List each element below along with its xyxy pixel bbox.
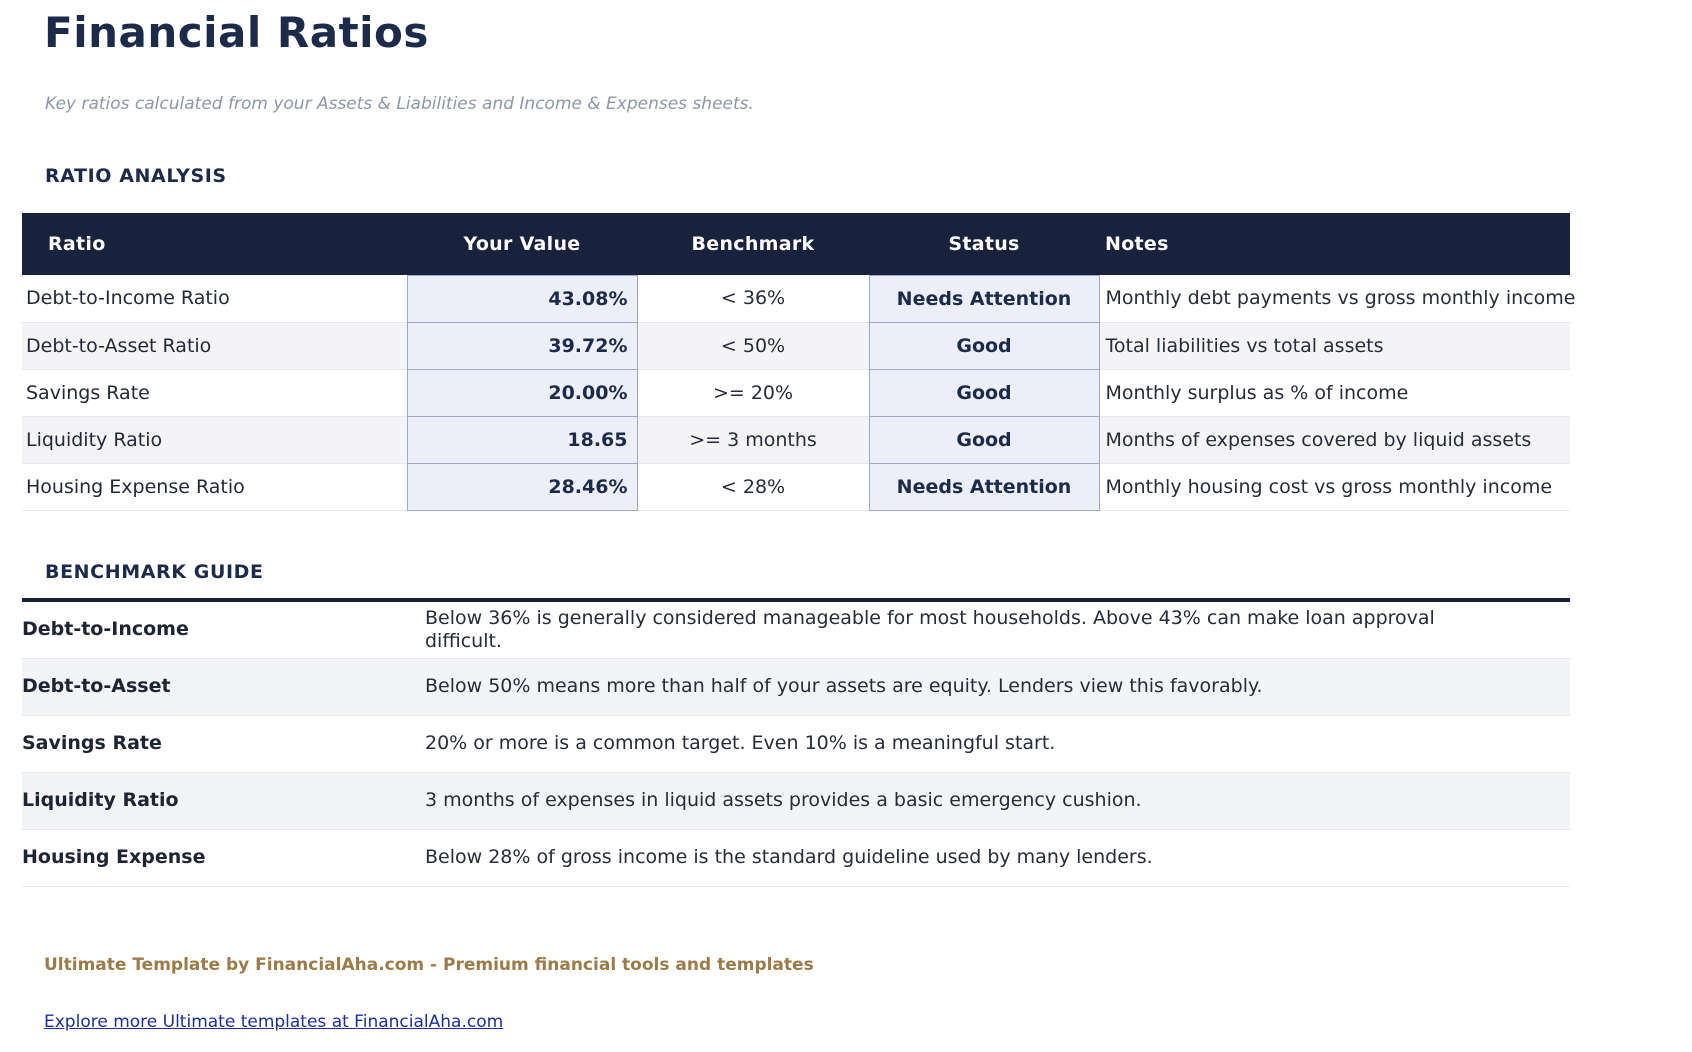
table-row: Liquidity Ratio 18.65 >= 3 months Good M… (22, 415, 1570, 464)
guide-row: Debt-to-Income Below 36% is generally co… (22, 602, 1570, 659)
guide-term-label: Debt-to-Asset (22, 675, 171, 697)
guide-description: 20% or more is a common target. Even 10%… (425, 732, 1056, 754)
ratio-name-cell: Debt-to-Income Ratio (26, 287, 230, 310)
column-header-status: Status (869, 213, 1099, 275)
table-row: Savings Rate 20.00% >= 20% Good Monthly … (22, 368, 1570, 417)
benchmark-cell: >= 20% (712, 381, 794, 404)
ratio-name-cell: Savings Rate (26, 381, 150, 404)
guide-term-label: Liquidity Ratio (22, 789, 179, 811)
guide-description: Below 50% means more than half of your a… (425, 675, 1263, 697)
benchmark-guide: Debt-to-Income Below 36% is generally co… (22, 597, 1570, 887)
financial-ratios-page: Financial Ratios Key ratios calculated f… (0, 8, 1692, 1052)
notes-cell: Monthly surplus as % of income (1105, 381, 1409, 404)
notes-cell: Total liabilities vs total assets (1105, 334, 1384, 357)
column-header-ratio: Ratio (22, 213, 407, 275)
guide-term-label: Savings Rate (22, 732, 162, 754)
status-badge: Good (868, 321, 1100, 370)
footer-explore-link[interactable]: Explore more Ultimate templates at Finan… (44, 1011, 504, 1032)
guide-row: Liquidity Ratio 3 months of expenses in … (22, 772, 1570, 830)
guide-description: 3 months of expenses in liquid assets pr… (425, 789, 1142, 811)
notes-cell: Monthly debt payments vs gross monthly i… (1105, 287, 1576, 310)
notes-cell: Months of expenses covered by liquid ass… (1105, 428, 1532, 451)
guide-term-label: Housing Expense (22, 846, 206, 868)
page-subtitle: Key ratios calculated from your Assets &… (45, 94, 754, 114)
your-value-cell[interactable]: 18.65 (406, 415, 638, 464)
ratio-name-cell: Housing Expense Ratio (26, 475, 245, 498)
guide-description: Below 28% of gross income is the standar… (425, 846, 1153, 868)
table-row: Housing Expense Ratio 28.46% < 28% Needs… (22, 462, 1570, 511)
table-body: Debt-to-Income Ratio 43.08% < 36% Needs … (22, 274, 1576, 511)
table-header-row: Ratio Your Value Benchmark Status Notes (22, 213, 1570, 275)
benchmark-cell: < 28% (720, 475, 786, 498)
ratio-name-cell: Liquidity Ratio (26, 428, 163, 451)
page-title: Financial Ratios (44, 8, 429, 57)
benchmark-cell: >= 3 months (689, 428, 817, 451)
guide-row: Savings Rate 20% or more is a common tar… (22, 716, 1570, 773)
your-value-cell[interactable]: 28.46% (406, 462, 638, 511)
guide-description: Below 36% is generally considered manage… (425, 606, 1435, 652)
ratio-name-cell: Debt-to-Asset Ratio (26, 334, 212, 357)
table-header: Ratio Your Value Benchmark Status Notes (22, 213, 1570, 275)
ratio-analysis-table: Ratio Your Value Benchmark Status Notes … (22, 213, 1576, 511)
your-value-cell[interactable]: 43.08% (406, 274, 638, 323)
status-badge: Needs Attention (868, 462, 1100, 511)
table-row: Debt-to-Income Ratio 43.08% < 36% Needs … (22, 274, 1576, 323)
benchmark-guide-heading: BENCHMARK GUIDE (45, 560, 264, 583)
ratio-analysis-heading: RATIO ANALYSIS (45, 165, 227, 187)
benchmark-cell: < 50% (720, 334, 786, 357)
guide-row: Housing Expense Below 28% of gross incom… (22, 830, 1570, 887)
notes-cell: Monthly housing cost vs gross monthly in… (1105, 475, 1553, 498)
your-value-cell[interactable]: 20.00% (406, 368, 638, 417)
your-value-cell[interactable]: 39.72% (406, 321, 638, 370)
footer-brand-text: Ultimate Template by FinancialAha.com - … (44, 954, 814, 975)
status-badge: Good (868, 368, 1100, 417)
column-header-notes: Notes (1099, 213, 1570, 275)
column-header-your-value: Your Value (407, 213, 637, 275)
guide-term-label: Debt-to-Income (22, 618, 189, 640)
table-row: Debt-to-Asset Ratio 39.72% < 50% Good To… (22, 321, 1570, 370)
status-badge: Needs Attention (868, 274, 1100, 323)
guide-row: Debt-to-Asset Below 50% means more than … (22, 658, 1570, 716)
status-badge: Good (868, 415, 1100, 464)
benchmark-cell: < 36% (720, 287, 786, 310)
column-header-benchmark: Benchmark (637, 213, 869, 275)
